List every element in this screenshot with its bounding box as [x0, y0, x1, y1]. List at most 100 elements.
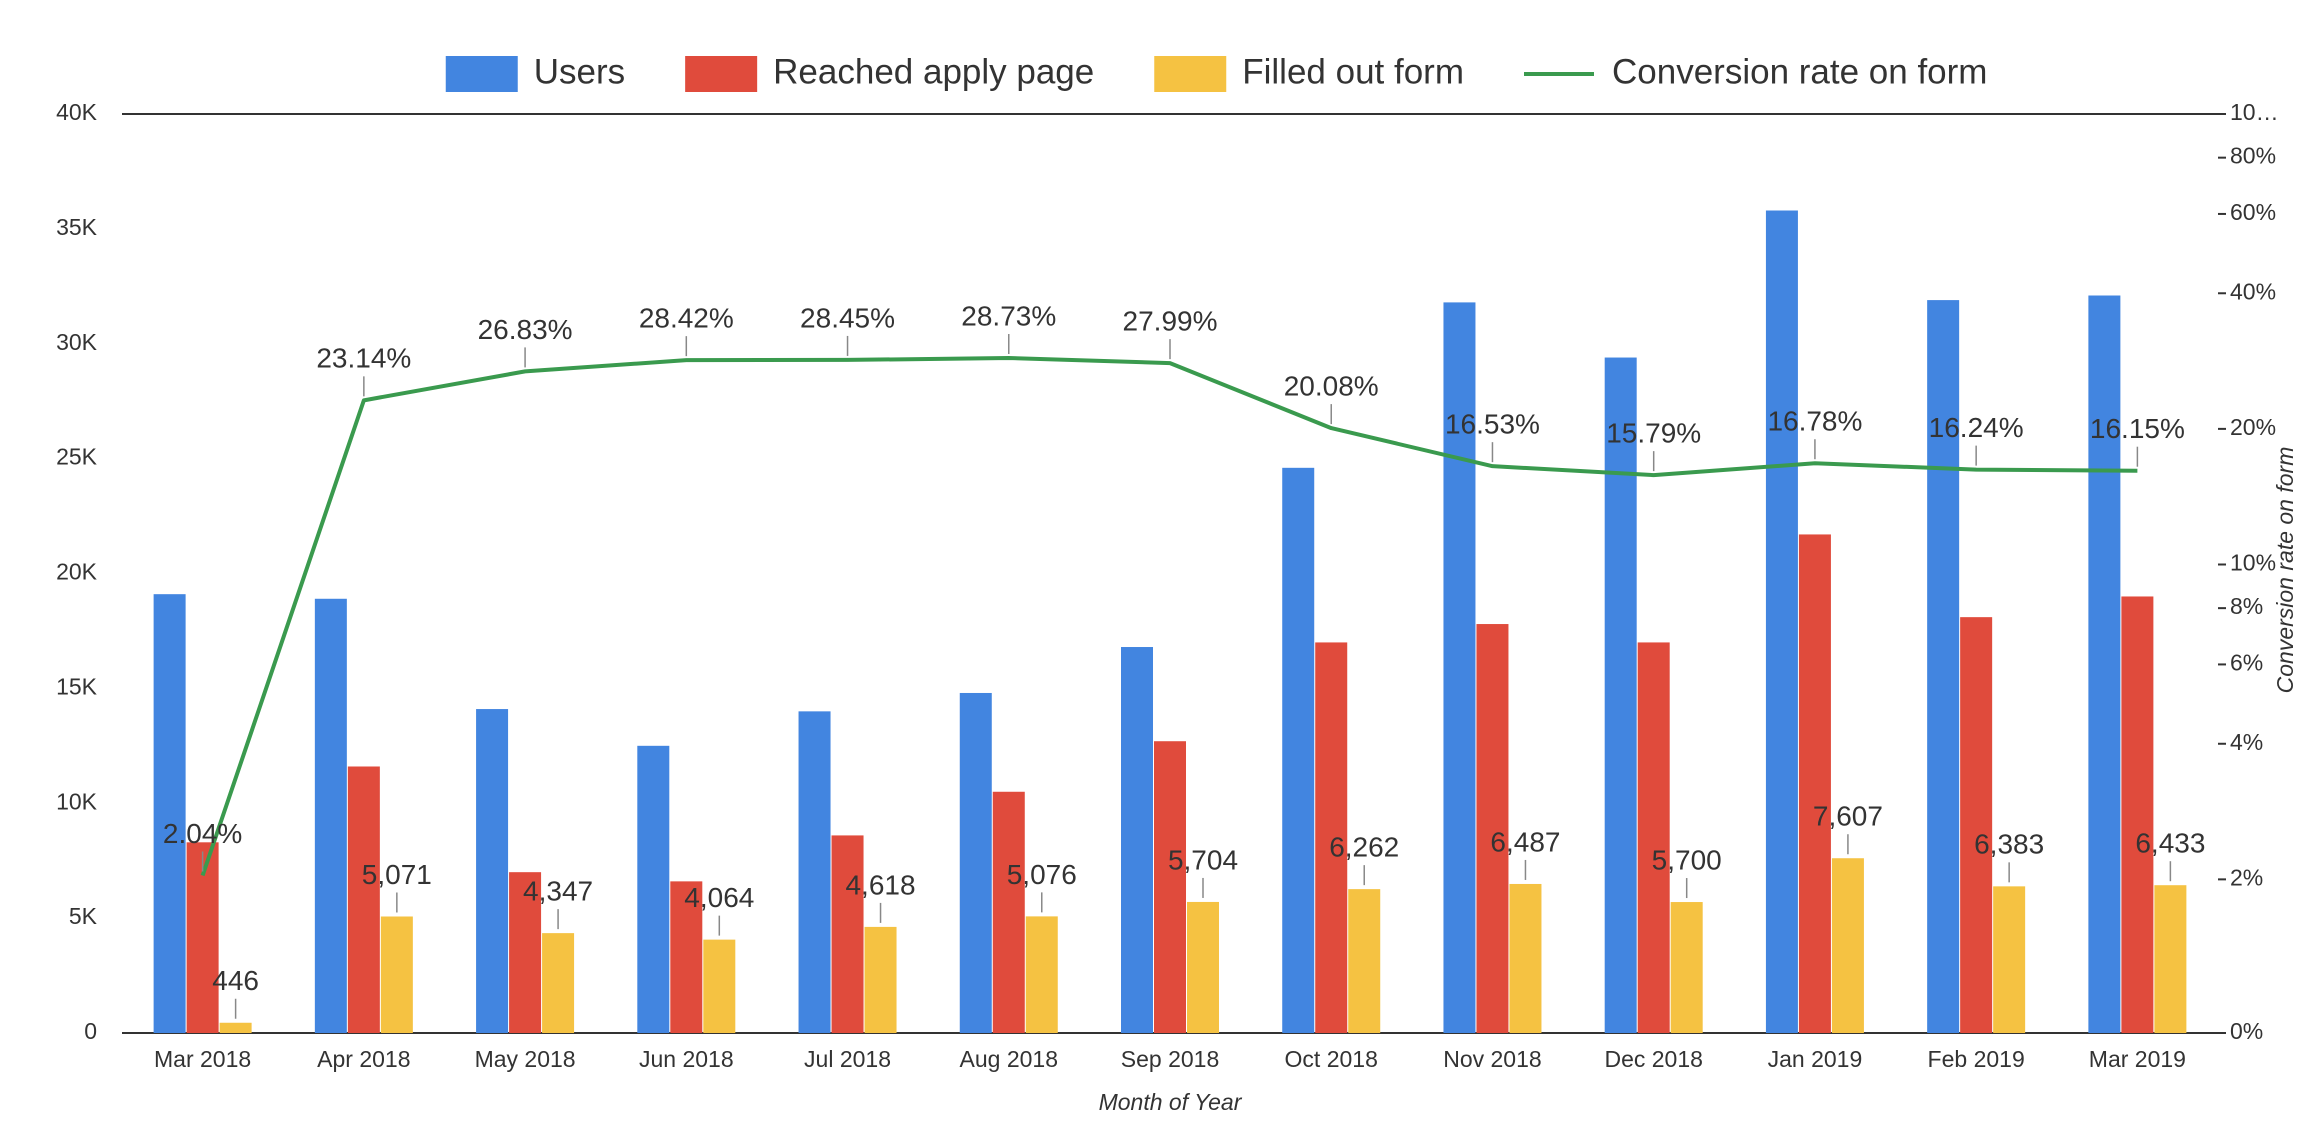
bar — [1282, 467, 1315, 1033]
bar — [1604, 357, 1637, 1033]
y2-tick-label: 40% — [2230, 278, 2276, 304]
y-tick-label: 35K — [56, 214, 98, 240]
data-label: 26.83% — [478, 314, 573, 345]
bar — [1670, 902, 1703, 1033]
bar — [1831, 858, 1864, 1033]
bar — [992, 791, 1025, 1033]
data-label: 7,607 — [1813, 801, 1883, 832]
x-tick-label: Sep 2018 — [1121, 1046, 1219, 1072]
legend-swatch — [685, 56, 758, 92]
x-tick-label: Dec 2018 — [1604, 1046, 1702, 1072]
bar — [1025, 916, 1058, 1033]
x-tick-label: Jul 2018 — [804, 1046, 891, 1072]
bar — [1187, 901, 1219, 1033]
bar — [1121, 647, 1153, 1033]
bar — [2088, 295, 2121, 1033]
data-label: 23.14% — [316, 343, 411, 374]
bar — [1993, 886, 2026, 1033]
bar — [1348, 889, 1381, 1033]
y-tick-label: 40K — [56, 99, 98, 125]
x-axis-title: Month of Year — [1099, 1089, 1243, 1115]
bar — [1765, 210, 1798, 1033]
x-tick-label: Mar 2018 — [154, 1046, 251, 1072]
y-tick-label: 25K — [56, 444, 98, 470]
bar — [864, 926, 897, 1033]
x-tick-label: Oct 2018 — [1285, 1046, 1378, 1072]
y2-tick-label: 10… — [2230, 99, 2279, 125]
data-label: 4,618 — [845, 869, 915, 900]
bar — [1798, 534, 1831, 1033]
bar — [1960, 617, 1993, 1033]
data-label: 15.79% — [1606, 418, 1701, 449]
bar — [1509, 883, 1542, 1033]
data-label: 2.04% — [163, 818, 242, 849]
bar — [380, 916, 413, 1033]
bar — [2121, 596, 2154, 1033]
bar — [1637, 642, 1670, 1033]
bar — [831, 835, 864, 1033]
data-label: 28.45% — [800, 302, 895, 333]
line — [200, 356, 2138, 877]
data-label: 28.42% — [639, 303, 734, 334]
bar — [219, 1022, 252, 1033]
bar — [670, 881, 703, 1033]
x-tick-label: Apr 2018 — [317, 1046, 410, 1072]
data-label: 446 — [212, 965, 259, 996]
data-label: 4,347 — [523, 876, 593, 907]
y2-tick-label: 6% — [2230, 650, 2263, 676]
y-tick-label: 20K — [56, 559, 98, 585]
x-tick-label: Jun 2018 — [639, 1046, 734, 1072]
legend-label: Conversion rate on form — [1612, 52, 1987, 91]
y2-axis-title: Conversion rate on form — [2272, 447, 2298, 694]
bar — [637, 745, 670, 1033]
data-label: 6,433 — [2135, 828, 2205, 859]
bar — [959, 692, 992, 1033]
bar — [1927, 300, 1960, 1033]
y2-tick-label: 20% — [2230, 414, 2276, 440]
x-tick-label: Nov 2018 — [1443, 1046, 1541, 1072]
data-label: 20.08% — [1284, 370, 1379, 401]
legend-label: Reached apply page — [773, 52, 1094, 91]
x-tick-label: Feb 2019 — [1928, 1046, 2025, 1072]
y2-tick-label: 10% — [2230, 550, 2276, 576]
data-label: 6,262 — [1329, 832, 1399, 863]
data-label: 16.78% — [1767, 406, 1862, 437]
data-label: 16.24% — [1929, 412, 2024, 443]
bar — [798, 711, 831, 1033]
legend-label: Filled out form — [1242, 52, 1464, 91]
bar — [2154, 885, 2187, 1033]
bar — [1476, 624, 1509, 1033]
y2-tick-label: 2% — [2230, 864, 2263, 890]
y2-tick-label: 80% — [2230, 143, 2276, 169]
y-tick-label: 5K — [69, 903, 98, 929]
data-label: 5,700 — [1652, 844, 1722, 875]
data-label: 16.15% — [2090, 413, 2185, 444]
bar — [1315, 642, 1348, 1033]
y2-tick-label: 4% — [2230, 729, 2263, 755]
bar — [509, 872, 542, 1033]
y-tick-label: 30K — [56, 329, 98, 355]
bar — [1443, 302, 1476, 1033]
data-label: 6,487 — [1490, 826, 1560, 857]
data-label: 5,704 — [1168, 844, 1238, 875]
legend-label: Users — [534, 52, 625, 91]
data-label: 5,071 — [362, 859, 432, 890]
y2-tick-label: 0% — [2230, 1018, 2263, 1044]
bar — [703, 939, 736, 1033]
data-label: 6,383 — [1974, 829, 2044, 860]
data-label: 16.53% — [1445, 409, 1540, 440]
x-tick-label: Aug 2018 — [960, 1046, 1058, 1072]
data-label: 27.99% — [1123, 306, 1218, 337]
legend-swatch — [1154, 56, 1227, 92]
y-tick-label: 15K — [56, 673, 98, 699]
bar — [476, 709, 509, 1033]
bar — [1154, 741, 1186, 1033]
data-label: 4,064 — [684, 882, 754, 913]
data-label: 5,076 — [1007, 859, 1077, 890]
bar — [153, 594, 186, 1033]
x-tick-label: Jan 2019 — [1768, 1046, 1863, 1072]
x-tick-label: Mar 2019 — [2089, 1046, 2186, 1072]
bar — [314, 598, 347, 1033]
bar — [542, 933, 575, 1033]
